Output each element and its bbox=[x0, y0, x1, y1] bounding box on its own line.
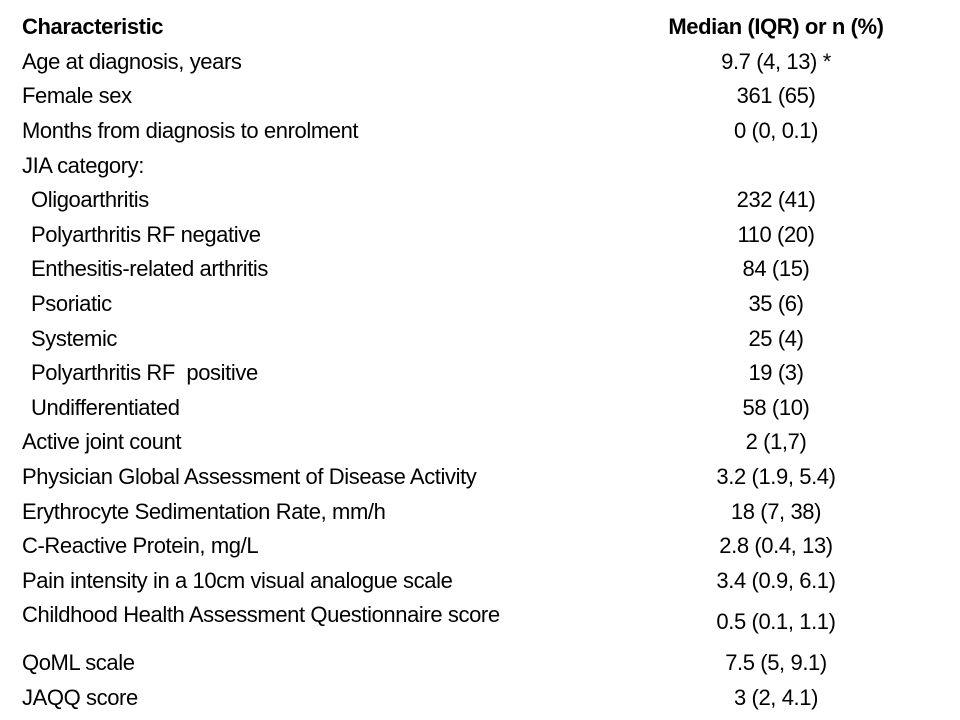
row-label: Systemic bbox=[31, 325, 118, 351]
row-value: 19 (3) bbox=[748, 360, 804, 386]
row-label: Active joint count bbox=[22, 429, 182, 455]
row-label: Months from diagnosis to enrolment bbox=[22, 118, 359, 144]
row-label: Polyarthritis RF positive bbox=[31, 360, 258, 386]
row-value: 361 (65) bbox=[736, 83, 816, 109]
row-label: Age at diagnosis, years bbox=[22, 48, 242, 74]
row-label: Erythrocyte Sedimentation Rate, mm/h bbox=[22, 498, 386, 524]
table-row: Polyarthritis RF positive 19 (3) bbox=[0, 356, 960, 391]
table-row: Months from diagnosis to enrolment 0 (0,… bbox=[0, 114, 960, 149]
row-label: Female sex bbox=[22, 83, 132, 109]
row-value: 0 (0, 0.1) bbox=[733, 118, 819, 144]
table-row: JIA category: bbox=[0, 148, 960, 183]
row-value: 25 (4) bbox=[748, 325, 804, 351]
row-label: Undifferentiated bbox=[31, 394, 180, 420]
row-label: Psoriatic bbox=[31, 291, 112, 317]
row-value: 0.5 (0.1, 1.1) bbox=[716, 609, 836, 635]
table-row: Pain intensity in a 10cm visual analogue… bbox=[0, 564, 960, 599]
table-row: Childhood Health Assessment Questionnair… bbox=[0, 598, 960, 646]
table-row: Undifferentiated 58 (10) bbox=[0, 391, 960, 426]
row-value: 110 (20) bbox=[737, 221, 815, 247]
row-label: Polyarthritis RF negative bbox=[31, 221, 261, 247]
column-header-median: Median (IQR) or n (%) bbox=[668, 14, 884, 40]
table-row: JAQQ score 3 (2, 4.1) bbox=[0, 681, 960, 716]
table-row: Enthesitis-related arthritis 84 (15) bbox=[0, 252, 960, 287]
table-header-row: Characteristic Median (IQR) or n (%) bbox=[0, 10, 960, 45]
table-row: Systemic 25 (4) bbox=[0, 321, 960, 356]
row-value: 9.7 (4, 13) * bbox=[721, 48, 831, 74]
row-value: 3.4 (0.9, 6.1) bbox=[716, 567, 836, 593]
row-label: Physician Global Assessment of Disease A… bbox=[22, 464, 477, 490]
column-header-characteristic: Characteristic bbox=[22, 14, 164, 40]
row-value: 35 (6) bbox=[748, 291, 804, 317]
table-row: QoML scale 7.5 (5, 9.1) bbox=[0, 646, 960, 681]
row-value: 58 (10) bbox=[742, 394, 810, 420]
table-row: Psoriatic 35 (6) bbox=[0, 287, 960, 322]
row-value: 84 (15) bbox=[742, 256, 810, 282]
row-label: QoML scale bbox=[22, 650, 135, 676]
row-value: 2.8 (0.4, 13) bbox=[719, 533, 833, 559]
row-label: JIA category: bbox=[22, 152, 144, 178]
row-label: Enthesitis-related arthritis bbox=[31, 256, 269, 282]
table-row: Physician Global Assessment of Disease A… bbox=[0, 460, 960, 495]
table-row: Oligoarthritis 232 (41) bbox=[0, 183, 960, 218]
row-label: Oligoarthritis bbox=[31, 187, 149, 213]
row-label: JAQQ score bbox=[22, 684, 138, 710]
row-value: 3.2 (1.9, 5.4) bbox=[716, 464, 836, 490]
row-value: 232 (41) bbox=[736, 187, 816, 213]
row-label: Pain intensity in a 10cm visual analogue… bbox=[22, 567, 453, 593]
row-value: 18 (7, 38) bbox=[730, 498, 822, 524]
row-label: Childhood Health Assessment Questionnair… bbox=[22, 602, 500, 628]
row-label: C-Reactive Protein, mg/L bbox=[22, 533, 259, 559]
table-row: Erythrocyte Sedimentation Rate, mm/h 18 … bbox=[0, 494, 960, 529]
row-value: 7.5 (5, 9.1) bbox=[725, 650, 827, 676]
table-row: Active joint count 2 (1,7) bbox=[0, 425, 960, 460]
table-row: Age at diagnosis, years 9.7 (4, 13) * bbox=[0, 45, 960, 80]
table-row: Polyarthritis RF negative 110 (20) bbox=[0, 218, 960, 253]
row-value: 2 (1,7) bbox=[745, 429, 807, 455]
row-value: 3 (2, 4.1) bbox=[733, 684, 819, 710]
table-row: C-Reactive Protein, mg/L 2.8 (0.4, 13) bbox=[0, 529, 960, 564]
table-row: Female sex 361 (65) bbox=[0, 79, 960, 114]
